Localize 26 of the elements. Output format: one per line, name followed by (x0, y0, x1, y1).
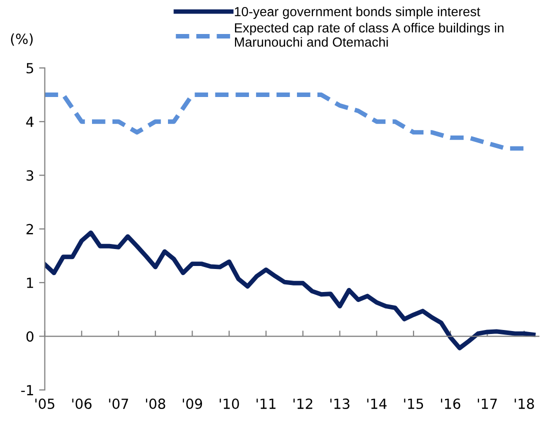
x-tick-label: '18 (514, 398, 534, 410)
x-tick-label: '08 (146, 398, 166, 410)
x-tick-label: '10 (220, 398, 239, 410)
y-tick-label: 5 (26, 63, 34, 74)
x-tick-label: '06 (72, 398, 92, 410)
y-tick-label: 0 (26, 331, 34, 342)
x-tick-label: '13 (330, 398, 350, 410)
x-tick-label: '07 (109, 398, 128, 410)
x-tick-label: '17 (478, 398, 497, 409)
y-tick-label: 1 (27, 278, 34, 288)
x-tick-label: '12 (293, 398, 312, 409)
x-tick-label: '16 (440, 398, 460, 410)
x-tick-label: '11 (256, 398, 276, 409)
line-series (44, 230, 536, 350)
x-tick-label: '09 (182, 398, 202, 410)
y-tick-label: 4 (26, 116, 34, 127)
line-series (44, 92, 526, 151)
x-tick-label: '14 (367, 398, 387, 409)
x-tick-label: '05 (35, 398, 54, 410)
legend-label: 10-year government bonds simple interest (234, 6, 480, 19)
x-tick-label: '15 (404, 398, 424, 410)
y-tick-label: 2 (26, 224, 33, 234)
y-tick-label: 3 (26, 170, 34, 181)
legend-label: Expected cap rate of class A office buildings in Marunouchi and Otemachi (234, 22, 504, 47)
y-axis-title: (%) (11, 33, 33, 46)
y-tick-label: -1 (21, 385, 34, 396)
